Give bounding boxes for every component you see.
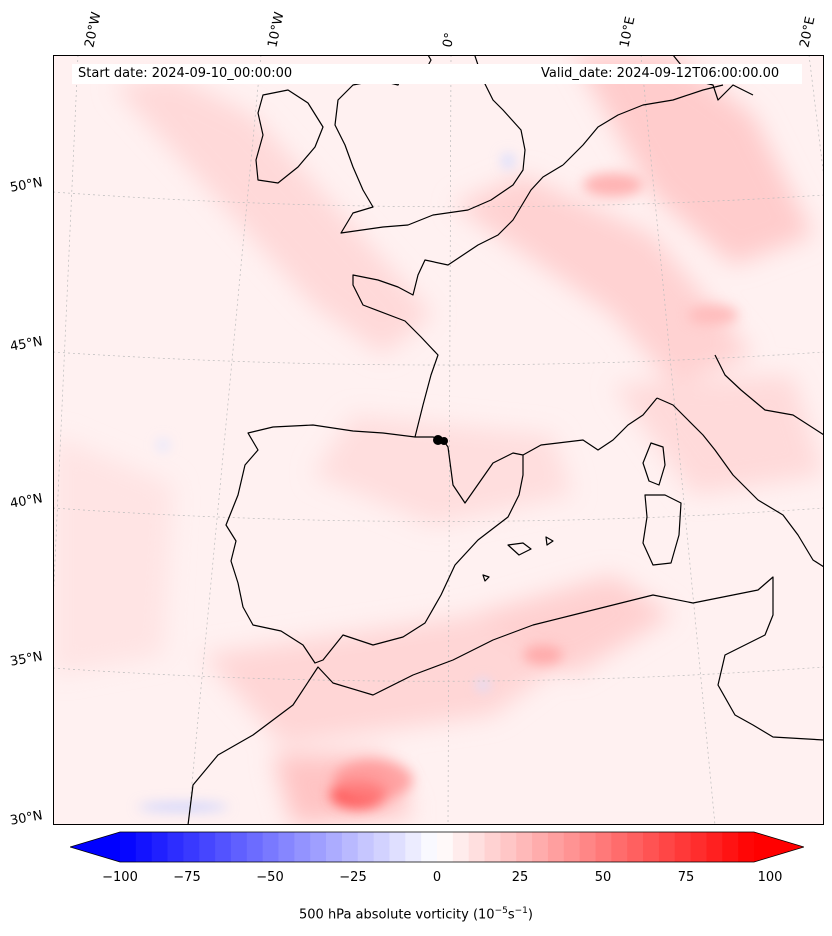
colorbar-cell [532, 832, 549, 862]
lon-label-10w: 10°W [265, 10, 288, 49]
date-header-bar [72, 64, 802, 84]
colorbar-cell [627, 832, 644, 862]
colorbar-cell [341, 832, 359, 862]
lat-label-45n: 45°N [8, 334, 44, 355]
colorbar-cell [563, 832, 581, 862]
colorbar-tick: −25 [339, 870, 367, 885]
colorbar[interactable] [70, 830, 804, 864]
colorbar-cell [246, 832, 264, 862]
colorbar-cell [722, 832, 739, 862]
colorbar-cell [167, 832, 184, 862]
colorbar-tick: 50 [594, 870, 612, 885]
colorbar-cell [421, 832, 438, 862]
colorbar-cell [151, 832, 169, 862]
north-africa-coast [187, 576, 824, 825]
italy-adriatic [714, 354, 824, 436]
colorbar-cell [674, 832, 692, 862]
colorbar-cell [437, 832, 454, 862]
graticule [53, 55, 824, 825]
colorbar-cell [230, 832, 248, 862]
colorbar-cell [199, 832, 216, 862]
lon-label-10e: 10°E [617, 15, 639, 50]
colorbar-cell [547, 832, 565, 862]
colorbar-cell [373, 832, 390, 862]
colorbar-tick: 75 [677, 870, 695, 885]
start-date-label: Start date: 2024-09-10_00:00:00 [78, 66, 293, 81]
colorbar-cell [120, 832, 137, 862]
colorbar-outline [70, 831, 804, 863]
colorbar-cell [516, 832, 533, 862]
colorbar-tick: −100 [102, 870, 138, 885]
ireland [255, 89, 324, 184]
balearics [482, 536, 554, 582]
colorbar-cell [183, 832, 200, 862]
colorbar-cell [658, 832, 676, 862]
location-marker[interactable] [433, 435, 448, 445]
map-frame [53, 55, 824, 825]
colorbar-cell [215, 832, 232, 862]
lon-label-20e: 20°E [797, 15, 819, 50]
colorbar-cell [389, 832, 406, 862]
colorbar-tick: −75 [173, 870, 201, 885]
continent-north-coast [562, 84, 724, 166]
vorticity-maxima [330, 173, 738, 809]
colorbar-cell [579, 832, 596, 862]
colorbar-extend-min [70, 832, 120, 862]
colorbar-cell [310, 832, 327, 862]
colorbar-cell [135, 832, 153, 862]
corsica [642, 442, 666, 486]
vorticity-field [53, 55, 824, 825]
colorbar-cell [611, 832, 628, 862]
valid-date-label: Valid_date: 2024-09-12T06:00:00.00 [541, 66, 780, 81]
lon-label-20w: 20°W [82, 10, 105, 49]
negative-vorticity [138, 153, 514, 811]
colorbar-cell [278, 832, 295, 862]
colorbar-cell [452, 832, 470, 862]
colorbar-cells [70, 832, 804, 862]
colorbar-cell [357, 832, 375, 862]
lat-label-35n: 35°N [8, 649, 44, 670]
colorbar-tick: −50 [256, 870, 284, 885]
sardinia [642, 494, 682, 566]
colorbar-cell [738, 832, 755, 862]
colorbar-tick: 0 [432, 870, 442, 885]
lon-label-0: 0° [440, 31, 459, 49]
colorbar-cell [595, 832, 612, 862]
colorbar-label: 500 hPa absolute vorticity (10−5s−1) [299, 906, 533, 923]
colorbar-cell [643, 832, 660, 862]
colorbar-cell [468, 832, 486, 862]
colorbar-cell [500, 832, 517, 862]
colorbar-tick: 100 [757, 870, 783, 885]
colorbar-cell [326, 832, 343, 862]
italy-coast [656, 397, 824, 568]
lat-label-50n: 50°N [8, 175, 44, 196]
lat-label-30n: 30°N [8, 808, 44, 829]
france-med-coast [522, 397, 658, 456]
vorticity-map[interactable] [53, 55, 824, 825]
france-coast [352, 164, 564, 438]
colorbar-cell [294, 832, 311, 862]
colorbar-extend-max [754, 832, 804, 862]
colorbar-tick: 25 [511, 870, 529, 885]
colorbar-cell [405, 832, 422, 862]
lat-label-40n: 40°N [8, 491, 44, 512]
colorbar-cell [484, 832, 501, 862]
colorbar-cell [706, 832, 723, 862]
colorbar-cell [262, 832, 279, 862]
colorbar-cell [690, 832, 707, 862]
